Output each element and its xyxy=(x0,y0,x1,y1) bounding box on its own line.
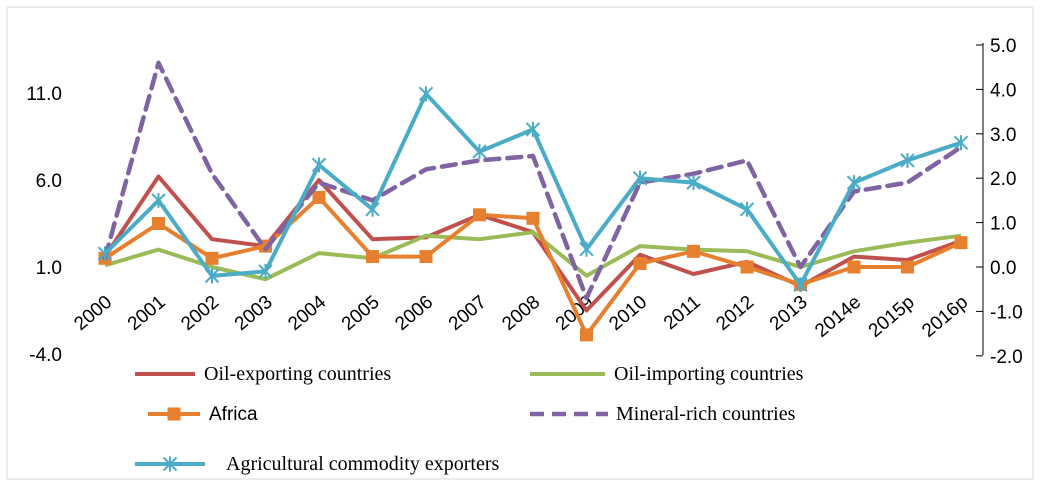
data-point xyxy=(205,251,219,265)
data-point xyxy=(258,263,273,279)
legend-item: Agricultural commodity exporters xyxy=(135,453,499,475)
data-point xyxy=(953,135,969,151)
data-point xyxy=(97,246,113,262)
data-point xyxy=(473,208,486,222)
right-tick-label: 2.0 xyxy=(990,169,1016,190)
legend-item: Oil-importing countries xyxy=(530,363,804,385)
data-point xyxy=(687,244,700,258)
series-africa xyxy=(98,190,968,342)
left-tick-label: 6.0 xyxy=(36,171,62,192)
legend-marker xyxy=(167,407,181,421)
legend-item: Oil-exporting countries xyxy=(135,363,391,385)
data-point xyxy=(526,211,540,225)
right-tick-label: -2.0 xyxy=(990,347,1023,368)
data-point xyxy=(847,260,861,274)
legend-label: Mineral-rich countries xyxy=(616,403,796,425)
data-point xyxy=(472,144,487,160)
legend-label: Africa xyxy=(209,404,258,425)
series-mineral-rich-countries xyxy=(102,60,964,301)
data-point xyxy=(366,250,379,264)
legend-marker xyxy=(162,456,178,472)
legend-item: Africa xyxy=(148,404,258,425)
right-tick-label: 3.0 xyxy=(990,125,1016,146)
data-point xyxy=(580,328,593,342)
right-tick-label: 0.0 xyxy=(990,258,1016,279)
right-axis-ticks: 5.0 4.0 3.0 2.0 1.0 0.0 -1.0 -2.0 xyxy=(976,36,1023,368)
data-point xyxy=(846,175,862,191)
series-layer xyxy=(97,60,969,342)
left-tick-label: 1.0 xyxy=(36,258,62,279)
data-point xyxy=(419,250,433,264)
data-point xyxy=(418,86,434,102)
data-point xyxy=(151,192,166,208)
data-point xyxy=(204,268,220,284)
data-point xyxy=(686,175,701,191)
data-point xyxy=(579,241,594,257)
right-tick-label: 5.0 xyxy=(990,36,1016,57)
data-point xyxy=(901,260,914,274)
right-tick-label: 4.0 xyxy=(990,80,1016,101)
data-point xyxy=(525,121,541,137)
legend-label: Oil-importing countries xyxy=(614,363,804,385)
left-tick-label: -4.0 xyxy=(29,345,62,366)
data-point xyxy=(633,257,647,271)
data-point xyxy=(312,190,326,204)
data-point xyxy=(954,236,968,250)
data-point xyxy=(152,217,165,230)
data-point xyxy=(740,260,754,274)
series-oil-importing-countries xyxy=(104,230,962,282)
data-point xyxy=(365,201,380,217)
legend-item: Mineral-rich countries xyxy=(530,403,796,425)
data-point xyxy=(632,170,648,186)
data-point xyxy=(900,152,915,168)
chart-border xyxy=(6,6,1034,480)
left-tick-label: 11.0 xyxy=(26,84,62,105)
legend-label: Agricultural commodity exporters xyxy=(226,453,499,475)
left-axis-ticks: 11.0 6.0 1.0 -4.0 xyxy=(26,84,62,366)
series-line xyxy=(102,60,964,301)
right-tick-label: -1.0 xyxy=(990,302,1023,323)
data-point xyxy=(739,201,755,217)
series-agricultural-commodity-exporters xyxy=(97,86,969,293)
legend-label: Oil-exporting countries xyxy=(204,363,391,385)
series-line xyxy=(104,230,962,282)
legend: Oil-exporting countries Oil-importing cou… xyxy=(135,363,804,475)
data-point xyxy=(311,157,327,173)
data-point xyxy=(793,277,808,293)
right-tick-label: 1.0 xyxy=(990,214,1016,235)
